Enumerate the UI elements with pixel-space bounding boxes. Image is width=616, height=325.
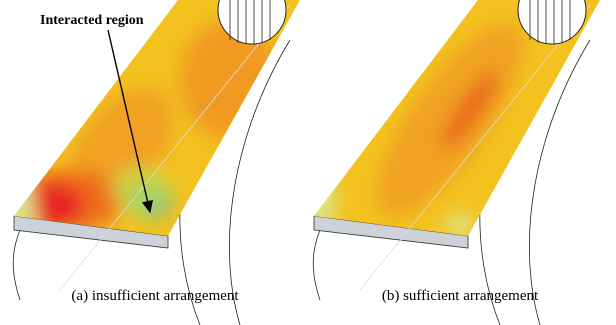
- panel-b: (b) sufficient arrangement: [305, 0, 600, 325]
- panel-a: Interacted region (a) insufficient arran…: [5, 0, 300, 325]
- caption: (b) sufficient arrangement: [382, 288, 539, 304]
- figure: Interacted region (a) insufficient arran…: [0, 0, 616, 325]
- page: Interacted region (a) insufficient arran…: [0, 0, 616, 325]
- outline-arc: [313, 230, 320, 300]
- outline-arc: [13, 230, 20, 300]
- caption: (a) insufficient arrangement: [71, 288, 239, 304]
- annotation: Interacted region: [40, 13, 144, 28]
